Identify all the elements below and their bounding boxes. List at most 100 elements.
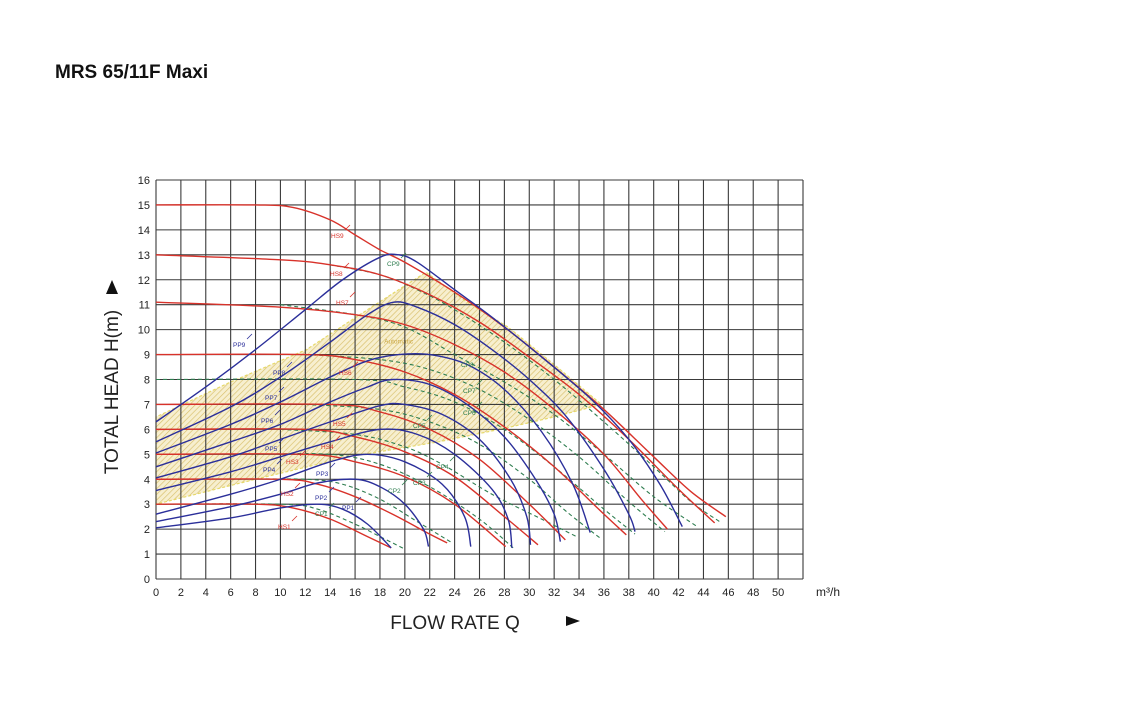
x-tick-label: 30 (523, 587, 535, 599)
curves (155, 204, 727, 550)
automatic-region (155, 271, 603, 505)
label-leader (352, 361, 359, 368)
curve-label-hs9: HS9 (331, 233, 344, 240)
y-tick-label: 15 (138, 200, 150, 212)
x-tick-label: 40 (648, 587, 660, 599)
x-tick-label: 16 (349, 587, 361, 599)
curve-label-pp4: PP4 (263, 467, 276, 474)
y-tick-label: 16 (138, 175, 150, 187)
x-tick-label: 42 (672, 587, 684, 599)
curve-label-cp1: CP1 (315, 511, 328, 518)
curve-cp3 (255, 453, 514, 549)
label-leader (344, 224, 351, 231)
curve-label-cp5: CP5 (413, 423, 426, 430)
y-tick-label: 9 (144, 350, 150, 362)
curve-label-cp3: CP3 (413, 480, 426, 487)
label-leader (349, 291, 356, 298)
label-leader (246, 333, 253, 340)
curve-label-cp9: CP9 (387, 261, 400, 268)
label-leader (426, 414, 433, 421)
curve-label-hs6: HS6 (339, 370, 352, 377)
label-leader (476, 379, 483, 386)
label-leader (278, 437, 285, 444)
label-leader (329, 462, 336, 469)
curve-label-hs2: HS2 (281, 491, 294, 498)
y-tick-label: 10 (138, 325, 150, 337)
curve-cp7 (305, 354, 666, 533)
tick-labels: 0 2 4 6 8 10 12 14 16 18 20 22 24 26 28 30 32 34 36 38 40 42 4… (138, 175, 784, 599)
curve-label-pp9: PP9 (233, 342, 246, 349)
curve-hs7 (155, 301, 668, 530)
curve-label-cp8: CP8 (461, 362, 474, 369)
label-leader (274, 409, 281, 416)
curve-hs2 (155, 478, 448, 544)
y-tick-label: 11 (139, 300, 150, 312)
x-tick-label: 32 (548, 587, 560, 599)
y-tick-label: 4 (144, 474, 150, 486)
label-leader (476, 401, 483, 408)
curve-label-hs3: HS3 (286, 459, 299, 466)
curve-label-cp2: CP2 (388, 488, 401, 495)
y-tick-label: 1 (144, 549, 150, 561)
y-tick-label: 5 (144, 449, 150, 461)
x-tick-label: 10 (274, 587, 286, 599)
y-tick-label: 12 (138, 275, 150, 287)
label-leader (355, 496, 362, 503)
curve-label-cp6: CP6 (463, 410, 476, 417)
y-axis-label: TOTAL HEAD H(m) (102, 310, 123, 474)
x-tick-label: 4 (203, 587, 209, 599)
chart-title: MRS 65/11F Maxi (55, 62, 209, 83)
curve-pp1 (155, 503, 392, 549)
label-leader (299, 450, 306, 457)
x-tick-label: 8 (252, 587, 258, 599)
label-leader (343, 262, 350, 269)
curve-label-pp7: PP7 (265, 395, 278, 402)
curve-hs3 (155, 453, 507, 548)
curve-pp5 (155, 402, 532, 545)
x-tick-label: 36 (598, 587, 610, 599)
x-tick-label: 34 (573, 587, 585, 599)
curve-pp6 (155, 378, 562, 542)
label-leader (401, 479, 408, 486)
label-leader (449, 455, 456, 462)
x-tick-label: 38 (623, 587, 635, 599)
curve-cp4 (280, 428, 577, 538)
label-leader (328, 486, 335, 493)
x-tick-label: 0 (153, 587, 159, 599)
y-tick-label: 2 (144, 524, 150, 536)
y-tick-label: 0 (144, 574, 150, 586)
label-leader (291, 515, 298, 522)
curve-label-pp5: PP5 (265, 446, 278, 453)
curve-label-pp1: PP1 (342, 505, 355, 512)
y-tick-label: 8 (144, 375, 150, 387)
y-tick-label: 7 (144, 399, 150, 411)
curve-hs5 (155, 403, 566, 541)
label-leader (474, 353, 481, 360)
curve-label-pp8: PP8 (273, 370, 286, 377)
y-tick-label: 13 (138, 250, 150, 262)
y-axis-arrow-icon (106, 280, 118, 294)
automatic-region-layer: Automatic (155, 271, 603, 505)
x-tick-label: 26 (473, 587, 485, 599)
y-tick-label: 14 (138, 225, 150, 237)
label-leader (278, 386, 285, 393)
label-leader (286, 361, 293, 368)
curve-hs9 (155, 204, 727, 518)
x-tick-label: 20 (399, 587, 411, 599)
curve-label-pp6: PP6 (261, 418, 274, 425)
x-tick-label: 22 (424, 587, 436, 599)
label-leader (426, 471, 433, 478)
curve-cp6 (155, 378, 636, 535)
label-leader (400, 252, 407, 259)
label-leader (294, 482, 301, 489)
curve-pp4 (155, 428, 513, 548)
y-tick-label: 6 (144, 424, 150, 436)
curve-hs1 (155, 503, 392, 549)
y-tick-label: 3 (144, 499, 150, 511)
x-tick-label: 28 (498, 587, 510, 599)
label-leader (276, 458, 283, 465)
curve-pp7 (155, 352, 591, 533)
x-tick-label: 2 (178, 587, 184, 599)
curve-hs8 (155, 254, 716, 524)
